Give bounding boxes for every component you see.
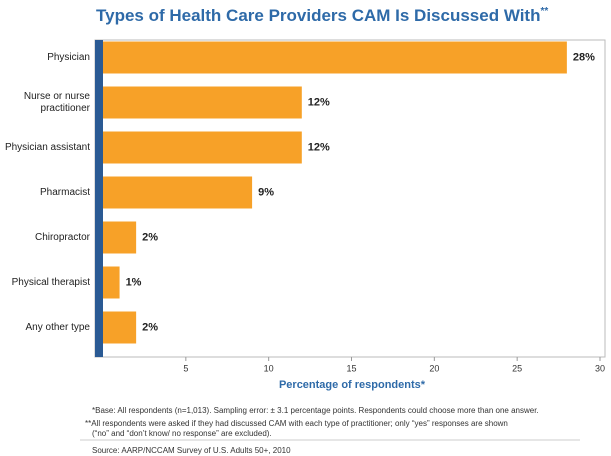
x-tick-label: 10 [264,363,274,373]
value-label: 2% [142,231,158,243]
title-text: Types of Health Care Providers CAM Is Di… [96,6,540,25]
y-tick-label: Physician [47,51,90,63]
bar [103,86,302,119]
axis-bar [95,40,103,357]
y-tick-label: Physician assistant [4,141,90,153]
bar [103,176,253,209]
value-label: 9% [258,186,274,198]
y-tick-label: Pharmacist [39,186,90,198]
x-tick-label: 15 [346,363,356,373]
bar [103,221,137,254]
footnote: *Base: All respondents (n=1,013). Sampli… [92,406,539,415]
title-mark: ** [540,6,548,17]
source: Source: AARP/NCCAM Survey of U.S. Adults… [92,446,291,455]
x-tick-label: 25 [512,363,522,373]
x-tick-label: 20 [429,363,439,373]
y-tick-label: Any other type [25,321,90,333]
bar [103,266,120,299]
value-label: 28% [573,51,595,63]
bar [103,41,567,74]
x-tick-label: 5 [183,363,188,373]
y-tick-label: Chiropractor [34,231,90,243]
value-label: 1% [126,276,142,288]
value-label: 12% [308,141,330,153]
y-tick-label: Physical therapist [11,276,90,288]
footnote: **All respondents were asked if they had… [85,419,508,438]
bar [103,311,137,344]
bar [103,131,302,164]
y-tick-label: Nurse or nurse practitioner [23,90,90,114]
x-tick-label: 30 [595,363,605,373]
value-label: 12% [308,96,330,108]
chart-title: Types of Health Care Providers CAM Is Di… [96,6,548,26]
x-axis-label: Percentage of respondents* [279,379,426,391]
value-label: 2% [142,321,158,333]
